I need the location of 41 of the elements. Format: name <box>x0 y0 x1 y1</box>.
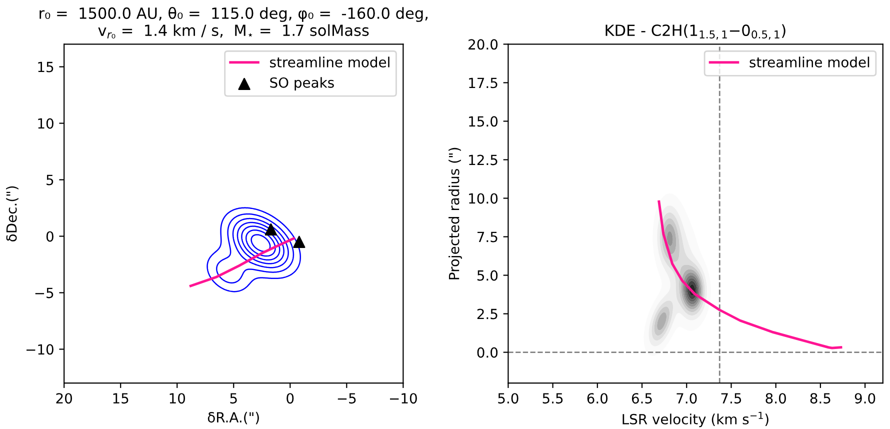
y-tick-label: 7.5 <box>478 232 498 242</box>
x-tick-label: 15 <box>113 393 128 404</box>
y-tick-label: 10 <box>38 118 54 129</box>
y-tick-label: −5 <box>35 288 54 298</box>
x-tick-label: −10 <box>390 393 417 404</box>
x-tick-label: 20 <box>56 393 72 404</box>
x-tick-label: 6.0 <box>587 393 608 404</box>
x-tick-label: 0 <box>286 393 294 404</box>
x-tick-label: 8.5 <box>810 393 830 404</box>
x-tick-label: 8.0 <box>766 393 786 404</box>
legend-label: streamline model <box>750 56 870 68</box>
x-tick-label: 5.5 <box>542 393 563 404</box>
legend-label: SO peaks <box>270 77 334 91</box>
x-tick-label: 5 <box>230 393 237 404</box>
y-axis-title: Projected radius (") <box>448 148 462 280</box>
y-tick-label: 12.5 <box>469 154 498 166</box>
x-tick-label: 5.0 <box>498 393 518 404</box>
y-tick-label: 5.0 <box>477 270 498 281</box>
y-tick-label: 0 <box>46 231 54 242</box>
y-tick-label: 10.0 <box>469 193 498 204</box>
y-axis-title: δDec.(") <box>6 186 18 242</box>
x-axis-title: δR.A.(") <box>208 412 259 424</box>
line-series <box>658 200 842 350</box>
y-tick-label: 0.0 <box>477 347 498 358</box>
x-tick-label: −5 <box>338 393 356 404</box>
x-tick-label: 10 <box>170 393 186 404</box>
y-tick-label: 15 <box>38 62 54 72</box>
chart-title: KDE - C2H(1$_{1.5,1}$−0$_{0.5,1}$) <box>606 24 786 40</box>
y-tick-label: −10 <box>26 344 54 355</box>
y-tick-label: 15.0 <box>469 116 498 127</box>
chart-title: r₀ = 1500.0 AU, θ₀ = 115.0 deg, φ₀ = -160.0 deg, v$_{r₀}$ = 1.4 km / s, M$_{⋆}$ = 1.7 solMass <box>40 7 428 38</box>
y-tick-label: 20.0 <box>468 39 498 50</box>
x-axis-title: LSR velocity (km s$^{−1}$) <box>622 412 768 428</box>
x-tick-label: 9.0 <box>854 393 876 404</box>
y-tick-label: 2.5 <box>477 308 498 320</box>
x-tick-label: 6.5 <box>632 393 652 404</box>
x-tick-label: 7.5 <box>721 393 742 404</box>
y-tick-label: 5 <box>46 174 54 186</box>
x-tick-label: 7.0 <box>676 393 697 404</box>
y-tick-label: 17.5 <box>469 78 498 88</box>
legend-label: streamline model <box>270 56 390 68</box>
